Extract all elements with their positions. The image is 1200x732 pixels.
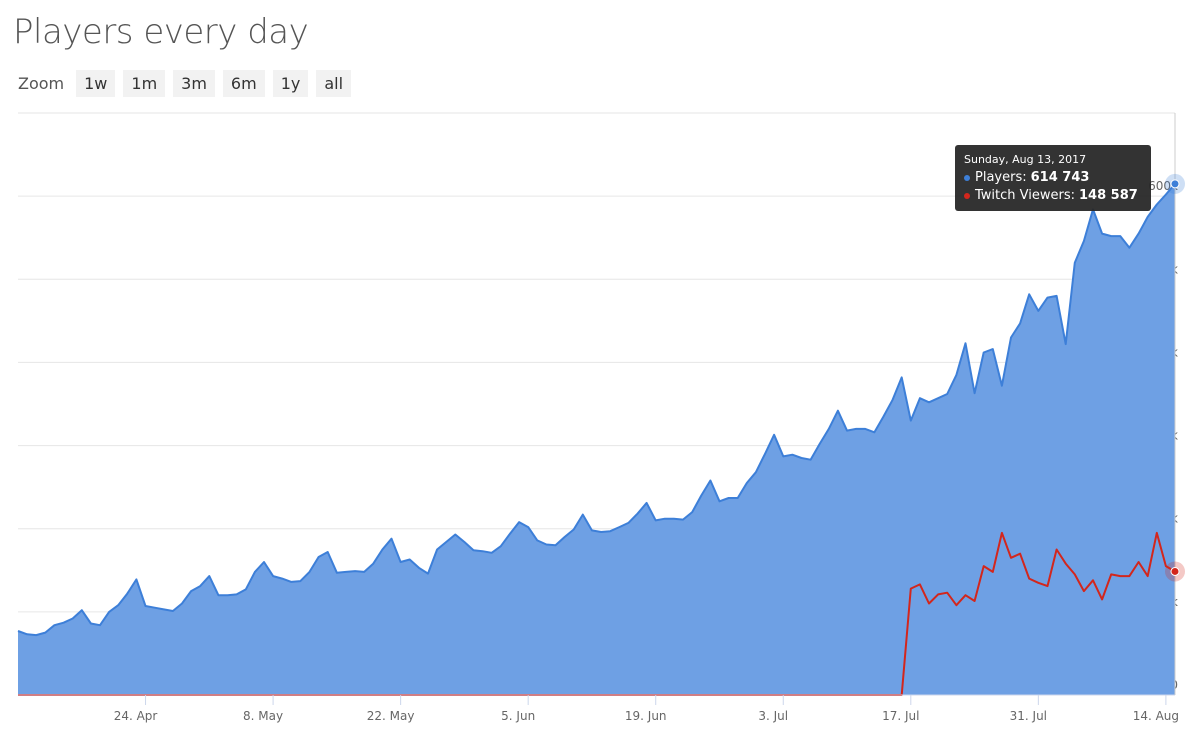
- tooltip-name: Twitch Viewers: [975, 188, 1075, 203]
- tooltip-dot: [964, 174, 970, 181]
- tooltip-dot: [964, 192, 970, 199]
- tooltip-value: 614 743: [1030, 170, 1090, 185]
- tooltip: Sunday, Aug 13, 2017 Players614 743 Twit…: [955, 145, 1151, 211]
- zoom-button[interactable]: 1w: [76, 70, 116, 97]
- x-tick-label: 14. Aug: [1133, 709, 1179, 723]
- x-tick-label: 3. Jul: [758, 709, 788, 723]
- x-tick-label: 17. Jul: [882, 709, 919, 723]
- zoom-label: Zoom: [18, 74, 65, 93]
- zoom-button[interactable]: 1m: [123, 70, 166, 97]
- chart-title: Players every day: [13, 12, 309, 52]
- hover-point: [1170, 566, 1180, 576]
- x-tick-label: 31. Jul: [1010, 709, 1047, 723]
- x-tick-label: 8. May: [243, 709, 283, 723]
- zoom-bar: Zoom 1w 1m 3m 6m 1y all: [18, 70, 352, 97]
- x-tick-label: 5. Jun: [501, 709, 535, 723]
- tooltip-title: Sunday, Aug 13, 2017: [964, 153, 1087, 166]
- zoom-button[interactable]: all: [316, 70, 352, 97]
- zoom-button[interactable]: 6m: [222, 70, 265, 97]
- zoom-button[interactable]: 1y: [272, 70, 309, 97]
- tooltip-name: Players: [975, 170, 1027, 185]
- hover-point: [1170, 179, 1180, 189]
- x-tick-label: 24. Apr: [114, 709, 158, 723]
- x-tick-label: 19. Jun: [625, 709, 667, 723]
- zoom-button[interactable]: 3m: [173, 70, 215, 97]
- tooltip-value: 148 587: [1079, 188, 1138, 203]
- line: [17, 183, 1176, 637]
- area: [18, 183, 1175, 695]
- tooltip-row: Players614 743: [964, 169, 1144, 187]
- tooltip-row: Twitch Viewers 148 587: [964, 187, 1144, 205]
- x-tick-label: 22. May: [367, 709, 415, 723]
